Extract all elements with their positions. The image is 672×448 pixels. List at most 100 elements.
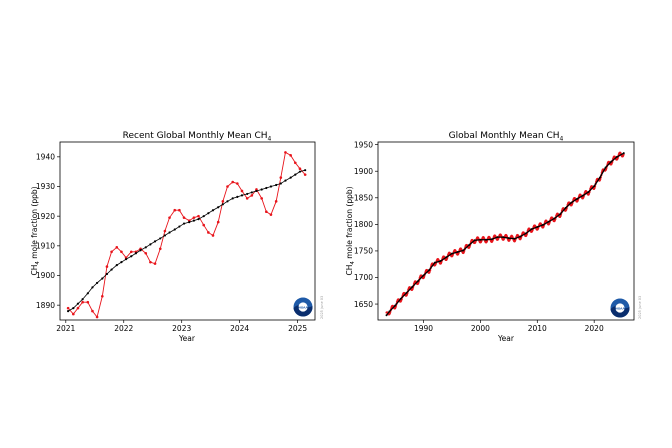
trend-point — [101, 277, 104, 280]
trend-point — [240, 194, 244, 197]
trend-point — [519, 235, 522, 238]
monthly-point — [101, 294, 104, 298]
monthly-point — [110, 250, 113, 254]
y-tick-label: 1890 — [36, 301, 55, 310]
trend-point — [130, 255, 133, 258]
noaa-logo: NOAA — [293, 297, 313, 317]
trend-point — [479, 238, 482, 241]
x-tick-label: 2023 — [172, 324, 191, 333]
monthly-point — [293, 161, 297, 165]
monthly-point — [279, 176, 283, 179]
trend-point — [581, 194, 584, 197]
y-tick-label: 1930 — [36, 182, 55, 191]
monthly-point — [81, 300, 84, 304]
logo-bird — [615, 303, 625, 313]
trend-point — [124, 258, 128, 261]
x-tick-label: 1990 — [414, 324, 433, 333]
chart-title: Recent Global Monthly Mean CH4 — [123, 131, 272, 143]
monthly-point — [163, 229, 167, 233]
y-tick-label: 1800 — [354, 220, 373, 229]
trend-point — [250, 191, 253, 194]
trend-point — [496, 236, 499, 239]
trend-point — [411, 286, 414, 289]
trend-point — [385, 314, 388, 317]
y-tick-label: 1940 — [36, 153, 55, 162]
y-axis-label: CH4 mole fraction (ppb) — [345, 186, 356, 275]
trend-point — [105, 272, 109, 276]
trend-point — [178, 225, 181, 228]
trend-point — [139, 249, 142, 252]
monthly-point — [303, 173, 307, 176]
trend-point — [445, 256, 448, 259]
trend-point — [485, 238, 488, 241]
monthly-point — [182, 216, 186, 219]
trend-point — [246, 192, 249, 196]
trend-point — [168, 231, 171, 234]
axes-frame — [59, 141, 316, 321]
trend-point — [524, 232, 527, 235]
trend-point — [231, 197, 234, 200]
trend-point — [120, 261, 123, 264]
monthly-point — [168, 216, 171, 219]
trend-point — [153, 240, 157, 243]
monthly-point — [593, 186, 596, 189]
monthly-point — [236, 182, 239, 185]
monthly-point — [149, 260, 152, 264]
trend-point — [134, 252, 138, 255]
trend-point — [615, 155, 618, 158]
trend-point — [72, 307, 75, 310]
trend-point — [265, 186, 268, 190]
trend-point — [439, 260, 442, 263]
monthly-point — [173, 208, 177, 212]
trend-point — [541, 223, 544, 226]
trend-point — [394, 304, 397, 307]
monthly-point — [226, 185, 229, 188]
trend-point — [536, 226, 539, 229]
x-tick-label: 2024 — [230, 324, 249, 333]
monthly-point — [197, 214, 200, 218]
y-tick-label: 1750 — [354, 247, 373, 256]
trend-point — [294, 173, 297, 176]
trend-point — [217, 206, 220, 209]
trend-point — [428, 269, 431, 272]
trend-point — [159, 237, 162, 240]
trend-point — [110, 268, 113, 271]
trend-point — [149, 243, 152, 246]
x-axis-label: Year — [497, 334, 515, 343]
trend-point — [144, 246, 147, 249]
data-marks — [385, 151, 625, 317]
trend-point — [570, 201, 573, 204]
trend-point — [163, 234, 166, 237]
monthly-point — [72, 312, 75, 316]
monthly-point — [269, 213, 273, 216]
x-tick-label: 2010 — [528, 324, 547, 333]
monthly-point — [216, 220, 220, 224]
trend-point — [269, 185, 273, 188]
trend-point — [207, 212, 210, 215]
monthly-point — [221, 200, 225, 203]
trend-point — [67, 310, 70, 313]
trend-point — [221, 203, 224, 206]
trend-point — [226, 200, 229, 203]
monthly-point — [245, 197, 249, 200]
trend-point — [255, 189, 258, 193]
monthly-point — [211, 234, 215, 237]
y-tick-label: 1650 — [354, 300, 373, 309]
monthly-point — [66, 306, 70, 310]
trend-point — [450, 252, 453, 255]
trend-point — [593, 185, 596, 188]
monthly-point — [298, 167, 302, 170]
monthly-point — [240, 189, 244, 193]
monthly-point — [274, 200, 278, 203]
monthly-point — [153, 262, 157, 265]
axes-frame — [377, 141, 635, 321]
trend-point — [304, 169, 307, 172]
logo-text: NOAA — [298, 305, 308, 309]
trend-point — [564, 206, 567, 209]
monthly-point — [95, 315, 99, 319]
logo-bird — [298, 302, 308, 312]
trend-point — [587, 190, 590, 193]
monthly-point — [207, 231, 210, 234]
